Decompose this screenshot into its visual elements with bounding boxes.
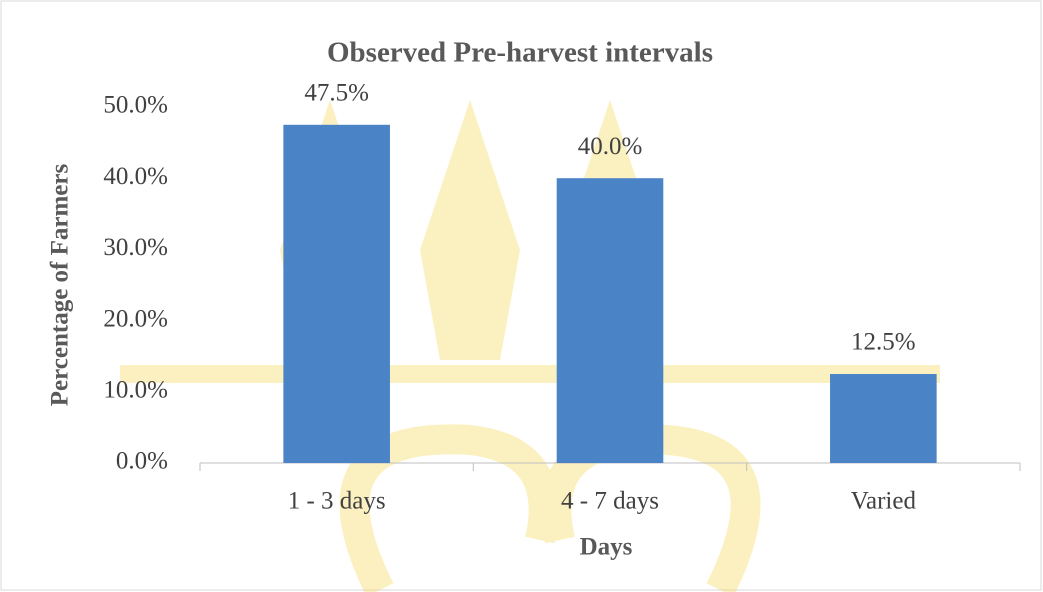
x-tick-label: 1 - 3 days: [288, 488, 386, 515]
y-tick-label: 10.0%: [103, 377, 168, 404]
chart: Observed Pre-harvest intervals Days Perc…: [0, 0, 1043, 592]
x-tick-label: 4 - 7 days: [561, 488, 659, 515]
data-label: 12.5%: [851, 329, 916, 356]
bar: [557, 178, 664, 463]
y-tick-label: 20.0%: [103, 305, 168, 332]
data-label: 47.5%: [304, 80, 369, 107]
data-label: 40.0%: [578, 133, 643, 160]
chart-title: Observed Pre-harvest intervals: [327, 37, 713, 69]
x-tick-label: Varied: [851, 488, 917, 515]
y-axis-label: Percentage of Farmers: [47, 163, 74, 406]
x-axis-label: Days: [580, 534, 633, 561]
bar: [283, 125, 390, 463]
y-tick-label: 0.0%: [116, 448, 168, 475]
y-tick-label: 30.0%: [103, 234, 168, 261]
y-tick-label: 40.0%: [103, 163, 168, 190]
y-tick-label: 50.0%: [103, 92, 168, 119]
bar: [830, 374, 937, 463]
